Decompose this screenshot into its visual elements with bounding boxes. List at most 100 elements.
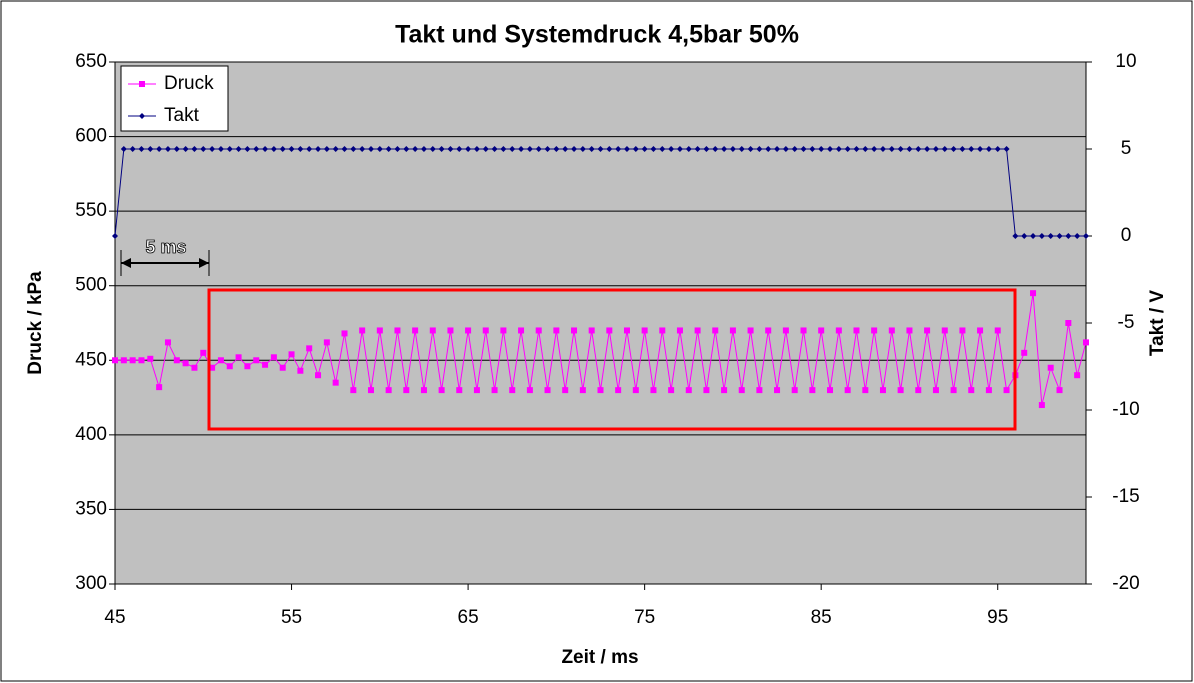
marker — [1074, 372, 1081, 379]
marker — [112, 357, 118, 364]
marker — [288, 351, 295, 358]
marker — [473, 387, 480, 394]
marker — [977, 327, 984, 334]
marker — [262, 146, 269, 152]
marker — [465, 146, 472, 152]
marker — [844, 146, 851, 152]
marker — [809, 387, 816, 394]
marker — [139, 81, 145, 87]
marker — [306, 146, 313, 152]
marker — [323, 146, 330, 152]
marker — [738, 387, 745, 394]
marker — [279, 146, 286, 152]
marker — [447, 146, 454, 152]
marker — [315, 372, 322, 379]
marker — [456, 387, 463, 394]
x-tick-label: 45 — [104, 607, 125, 628]
marker — [139, 113, 145, 119]
marker — [350, 146, 357, 152]
y2-axis-label: Takt / V — [1147, 290, 1168, 356]
marker — [888, 327, 895, 334]
marker — [650, 146, 657, 152]
marker — [774, 387, 781, 394]
marker — [518, 146, 525, 152]
marker — [518, 327, 525, 334]
marker — [844, 387, 851, 394]
x-axis-label: Zeit / ms — [561, 647, 638, 668]
marker — [800, 146, 807, 152]
marker — [897, 146, 904, 152]
marker — [924, 146, 931, 152]
marker — [623, 327, 630, 334]
marker — [791, 387, 798, 394]
marker — [200, 349, 207, 356]
marker — [262, 361, 269, 368]
marker — [323, 339, 330, 346]
legend — [120, 65, 229, 132]
y2-tick-label: -20 — [1112, 573, 1139, 594]
marker — [747, 146, 754, 152]
marker — [712, 146, 719, 152]
marker — [950, 146, 957, 152]
marker — [164, 339, 171, 346]
marker — [253, 357, 260, 364]
marker — [571, 146, 578, 152]
marker — [359, 146, 366, 152]
marker — [367, 387, 374, 394]
marker — [827, 146, 834, 152]
marker — [244, 146, 251, 152]
marker — [774, 146, 781, 152]
marker — [571, 327, 578, 334]
arrow-head — [121, 258, 131, 268]
marker — [403, 146, 410, 152]
marker — [871, 146, 878, 152]
x-tick-label: 85 — [811, 607, 832, 628]
marker — [941, 146, 948, 152]
marker — [509, 387, 516, 394]
marker — [394, 146, 401, 152]
marker — [288, 146, 295, 152]
y2-tick-label: -15 — [1112, 486, 1139, 507]
chart-title: Takt und Systemdruck 4,5bar 50% — [395, 21, 799, 49]
marker — [209, 364, 216, 371]
marker — [915, 146, 922, 152]
marker — [906, 146, 913, 152]
marker — [703, 387, 710, 394]
marker — [500, 146, 507, 152]
marker — [977, 146, 984, 152]
marker — [1021, 349, 1028, 356]
marker — [1030, 233, 1037, 239]
marker — [385, 146, 392, 152]
marker — [579, 146, 586, 152]
marker — [376, 146, 383, 152]
marker — [721, 146, 728, 152]
marker — [209, 146, 216, 152]
marker — [164, 146, 171, 152]
marker — [588, 146, 595, 152]
marker — [226, 146, 233, 152]
marker — [535, 327, 542, 334]
marker — [1083, 339, 1089, 346]
marker — [915, 387, 922, 394]
marker — [1038, 402, 1045, 409]
marker — [191, 364, 198, 371]
marker — [438, 387, 445, 394]
marker — [526, 387, 533, 394]
marker — [526, 146, 533, 152]
marker — [932, 387, 939, 394]
y-tick-label: 650 — [75, 51, 107, 72]
marker — [297, 146, 304, 152]
y-tick-label: 500 — [75, 275, 107, 296]
marker — [1056, 387, 1063, 394]
marker — [182, 146, 189, 152]
marker — [676, 327, 683, 334]
marker — [676, 146, 683, 152]
marker — [756, 146, 763, 152]
marker — [862, 387, 869, 394]
y2-tick-label: 5 — [1121, 138, 1132, 159]
marker — [747, 327, 754, 334]
marker — [968, 387, 975, 394]
marker — [800, 327, 807, 334]
marker — [253, 146, 260, 152]
marker — [985, 387, 992, 394]
